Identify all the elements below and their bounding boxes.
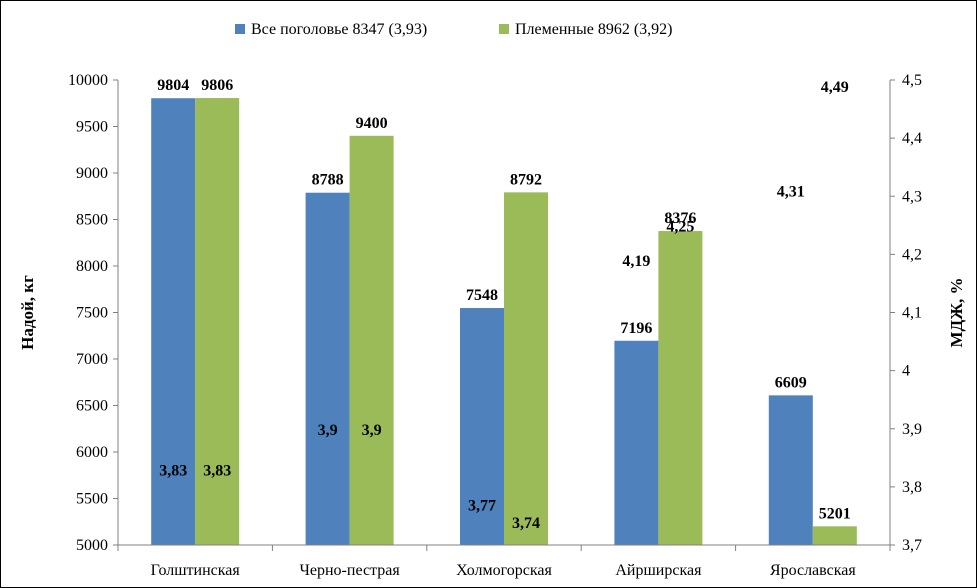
- y2-axis-title: МДЖ, %: [947, 277, 966, 347]
- fat-percent-label: 3,77: [468, 497, 496, 514]
- y-tick-label: 9500: [76, 119, 108, 136]
- fat-percent-label: 4,31: [777, 183, 805, 200]
- bar-value-label: 8792: [510, 171, 542, 188]
- bar-value-label: 9804: [157, 77, 189, 94]
- y2-tick-label: 3,8: [902, 479, 922, 496]
- y2-tick-label: 4,5: [902, 72, 922, 89]
- y2-tick-label: 4: [902, 363, 910, 380]
- y-tick-label: 7000: [76, 351, 108, 368]
- bar-value-label: 6609: [775, 374, 807, 391]
- bar-value-label: 7196: [620, 320, 652, 337]
- bar: [614, 340, 659, 545]
- x-tick-label: Холмогорская: [456, 562, 552, 579]
- fat-percent-label: 4,49: [821, 79, 849, 96]
- bar-value-label: 9400: [356, 115, 388, 132]
- fat-percent-label: 4,25: [666, 218, 694, 235]
- y-tick-label: 6000: [76, 444, 108, 461]
- bar: [151, 98, 196, 545]
- x-tick-label: Черно-пестрая: [299, 562, 400, 579]
- y-tick-label: 9000: [76, 165, 108, 182]
- fat-percent-label: 3,9: [318, 422, 338, 439]
- y2-tick-label: 3,9: [902, 421, 922, 438]
- bar-value-label: 5201: [819, 505, 851, 522]
- bar: [349, 135, 394, 546]
- y2-tick-label: 3,7: [902, 537, 922, 554]
- bar: [504, 192, 548, 545]
- fat-percent-label: 3,83: [203, 462, 231, 479]
- y-axis-left: 5000 5500 6000 6500 7000 7500 8000 8500 9000 9500…: [68, 72, 119, 554]
- y2-tick-label: 4,2: [902, 246, 922, 263]
- y2-tick-label: 4,4: [902, 130, 922, 147]
- bar-value-label: 8376: [664, 210, 696, 227]
- x-axis: Голштинская Черно-пестрая Холмогорская Айрш…: [117, 544, 891, 579]
- legend-label: Племенные 8962 (3,92): [515, 21, 673, 38]
- fat-percent-label: 3,83: [159, 462, 187, 479]
- bar: [768, 395, 813, 545]
- y2-tick-label: 4,3: [902, 188, 922, 205]
- y2-tick-label: 4,1: [902, 305, 922, 322]
- legend-swatch: [235, 24, 245, 34]
- y-axis-title: Надой, кг: [18, 275, 37, 350]
- y-tick-label: 10000: [68, 72, 108, 89]
- y-tick-label: 7500: [76, 305, 108, 322]
- bar: [195, 98, 240, 546]
- bar-value-label: 7548: [466, 287, 498, 304]
- fat-percent-label: 3,74: [512, 515, 540, 532]
- bar: [658, 231, 703, 546]
- y-tick-label: 5500: [76, 491, 108, 508]
- legend: Все поголовье 8347 (3,93) Племенные 8962 …: [235, 21, 673, 38]
- y-axis-right: 3,7 3,8 3,9 4 4,1 4,2 4,3 4,4 4,5: [889, 72, 922, 554]
- y-tick-label: 8000: [76, 258, 108, 275]
- data-labels: 9804 3,83 8788 3,9 7548 3,77 7196 4,19 6609 4,31 9…: [157, 77, 851, 532]
- y-tick-label: 6500: [76, 398, 108, 415]
- x-tick-label: Голштинская: [151, 562, 241, 579]
- y-tick-label: 8500: [76, 212, 108, 229]
- bar-value-label: 9806: [201, 77, 233, 94]
- y-tick-label: 5000: [76, 537, 108, 554]
- bar-value-label: 8788: [312, 172, 344, 189]
- bars: [151, 98, 857, 546]
- bar: [460, 308, 504, 545]
- x-tick-label: Ярославская: [770, 562, 856, 579]
- legend-label: Все поголовье 8347 (3,93): [251, 21, 427, 38]
- fat-percent-label: 4,19: [622, 253, 650, 270]
- legend-swatch: [499, 24, 509, 34]
- fat-percent-label: 3,9: [362, 422, 382, 439]
- bar: [812, 526, 857, 545]
- x-tick-label: Айрширская: [615, 562, 702, 579]
- bar: [305, 192, 350, 545]
